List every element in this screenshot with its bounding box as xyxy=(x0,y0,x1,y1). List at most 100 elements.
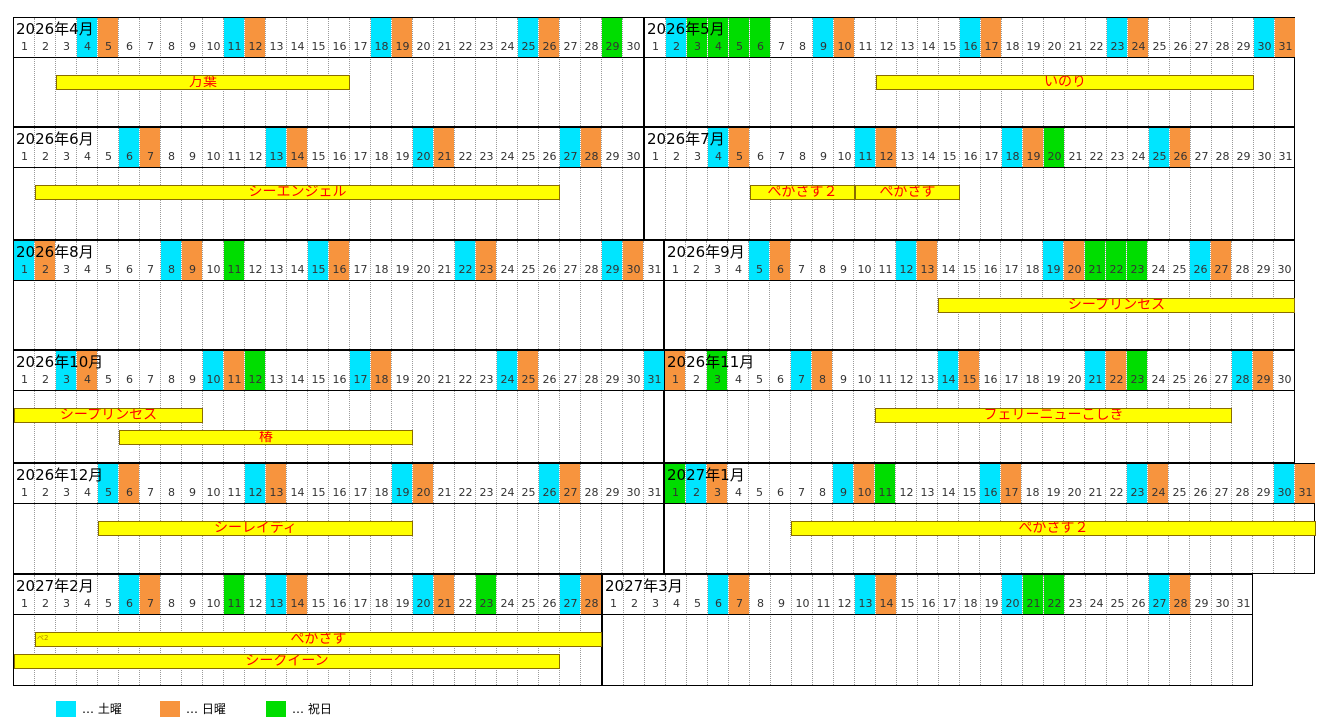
day-column xyxy=(287,351,308,462)
day-number: 26 xyxy=(542,486,557,499)
day-highlight xyxy=(1170,575,1190,614)
day-number: 12 xyxy=(899,263,914,276)
day-highlight xyxy=(560,464,580,503)
day-highlight xyxy=(434,128,454,167)
day-number: 14 xyxy=(941,263,956,276)
day-number: 28 xyxy=(584,150,599,163)
day-highlight xyxy=(14,241,34,280)
day-number: 29 xyxy=(605,373,620,386)
day-column xyxy=(224,464,245,573)
day-number: 9 xyxy=(189,597,196,610)
day-column xyxy=(980,351,1001,462)
day-column xyxy=(917,351,938,462)
ship-name: フェリーニューこしき xyxy=(983,408,1124,423)
day-number: 22 xyxy=(1047,597,1062,610)
day-column xyxy=(1043,241,1064,349)
day-number: 11 xyxy=(227,373,242,386)
day-number: 29 xyxy=(605,150,620,163)
month-block: 1 2 3 4 5 6 7 8 9 10 11 12 13 14 15 16 17 18 19 20 21 22 23 24 2… xyxy=(644,127,1295,240)
day-highlight xyxy=(812,351,832,390)
day-column xyxy=(1065,18,1086,126)
day-number: 30 xyxy=(626,373,641,386)
day-number: 10 xyxy=(206,486,221,499)
day-column xyxy=(939,128,960,239)
day-column xyxy=(119,575,140,685)
day-number: 18 xyxy=(374,597,389,610)
day-number: 4 xyxy=(735,486,742,499)
ship-bar: フェリーニューこしき xyxy=(875,408,1232,423)
day-column xyxy=(392,241,413,349)
day-number: 22 xyxy=(1089,150,1104,163)
day-column xyxy=(308,575,329,685)
legend-label: … 日曜 xyxy=(186,702,226,716)
ship-bar: シープリンセス xyxy=(938,298,1295,313)
day-column xyxy=(140,18,161,126)
day-highlight xyxy=(707,464,727,503)
day-column xyxy=(161,575,182,685)
day-highlight xyxy=(1085,241,1105,280)
day-column xyxy=(476,575,497,685)
day-column xyxy=(119,464,140,573)
day-highlight xyxy=(581,128,601,167)
day-number: 10 xyxy=(795,597,810,610)
day-column xyxy=(833,351,854,462)
day-number: 26 xyxy=(1173,40,1188,53)
day-column xyxy=(497,18,518,126)
day-number: 2 xyxy=(693,263,700,276)
day-column xyxy=(203,128,224,239)
day-column xyxy=(329,575,350,685)
day-number: 11 xyxy=(227,263,242,276)
day-column xyxy=(497,241,518,349)
day-highlight xyxy=(602,18,622,57)
ship-bar: シーエンジェル xyxy=(35,185,560,200)
month-title: 2026年5月 xyxy=(647,20,725,38)
day-number: 23 xyxy=(479,597,494,610)
day-column xyxy=(266,351,287,462)
day-column xyxy=(1128,128,1149,239)
day-number: 8 xyxy=(168,373,175,386)
day-column xyxy=(624,575,645,685)
day-column xyxy=(350,464,371,573)
day-number: 29 xyxy=(1236,150,1251,163)
day-column xyxy=(56,128,77,239)
day-number: 16 xyxy=(921,597,936,610)
day-number: 17 xyxy=(942,597,957,610)
day-number: 26 xyxy=(542,597,557,610)
day-number: 3 xyxy=(714,263,721,276)
day-highlight xyxy=(834,18,854,57)
day-column xyxy=(707,351,728,462)
day-number: 16 xyxy=(983,263,998,276)
day-number: 6 xyxy=(126,40,133,53)
day-column xyxy=(602,128,623,239)
day-column xyxy=(35,351,56,462)
day-column xyxy=(771,18,792,126)
day-column xyxy=(728,464,749,573)
day-number: 26 xyxy=(1173,150,1188,163)
day-highlight xyxy=(687,18,707,57)
day-number: 14 xyxy=(290,486,305,499)
day-column xyxy=(1002,128,1023,239)
day-number: 9 xyxy=(778,597,785,610)
day-number: 19 xyxy=(395,40,410,53)
day-number: 23 xyxy=(1130,373,1145,386)
day-number: 1 xyxy=(672,373,679,386)
day-column xyxy=(287,464,308,573)
day-column xyxy=(791,241,812,349)
day-column xyxy=(666,18,687,126)
ship-name: シープリンセス xyxy=(59,408,158,423)
day-highlight xyxy=(1148,464,1168,503)
day-number: 21 xyxy=(437,150,452,163)
day-number: 31 xyxy=(1278,150,1293,163)
day-column xyxy=(98,351,119,462)
day-number: 5 xyxy=(105,150,112,163)
day-number: 21 xyxy=(437,486,452,499)
day-column xyxy=(308,128,329,239)
day-number: 24 xyxy=(500,597,515,610)
day-highlight xyxy=(791,351,811,390)
day-column xyxy=(749,351,770,462)
day-number: 13 xyxy=(269,150,284,163)
day-number: 3 xyxy=(714,373,721,386)
day-highlight xyxy=(1044,575,1064,614)
day-number: 26 xyxy=(542,373,557,386)
day-highlight xyxy=(392,464,412,503)
